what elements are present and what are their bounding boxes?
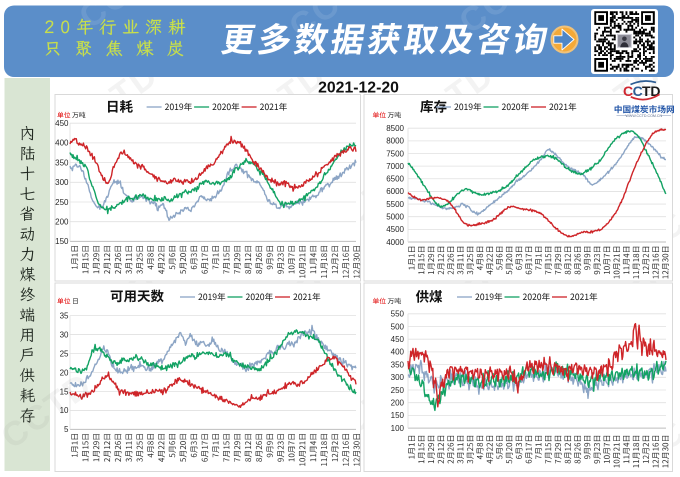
svg-text:WWW.CCTD.COM.CN: WWW.CCTD.COM.CN (626, 114, 663, 118)
svg-text:500: 500 (391, 322, 405, 331)
svg-text:450: 450 (391, 335, 405, 344)
svg-text:15: 15 (60, 387, 69, 396)
svg-text:200: 200 (55, 218, 69, 227)
svg-text:D: D (650, 83, 660, 99)
svg-text:5500: 5500 (386, 200, 404, 209)
svg-text:250: 250 (391, 386, 405, 395)
svg-text:350: 350 (391, 360, 405, 369)
svg-text:450: 450 (55, 119, 69, 128)
svg-text:6500: 6500 (386, 175, 404, 184)
svg-text:35: 35 (60, 311, 69, 320)
svg-text:T: T (642, 83, 651, 99)
svg-text:2021-12-20: 2021-12-20 (318, 79, 399, 96)
svg-text:100: 100 (391, 424, 405, 433)
svg-text:8500: 8500 (386, 124, 404, 133)
svg-text:150: 150 (391, 411, 405, 420)
svg-text:10: 10 (60, 406, 69, 415)
svg-text:400: 400 (55, 139, 69, 148)
svg-text:200: 200 (391, 399, 405, 408)
svg-text:20: 20 (60, 368, 69, 377)
svg-text:550: 550 (391, 310, 405, 319)
svg-text:5000: 5000 (386, 213, 404, 222)
svg-text:350: 350 (55, 158, 69, 167)
svg-text:250: 250 (55, 198, 69, 207)
svg-text:4500: 4500 (386, 225, 404, 234)
svg-text:C: C (633, 83, 643, 99)
svg-text:300: 300 (391, 373, 405, 382)
svg-text:400: 400 (391, 348, 405, 357)
svg-text:7500: 7500 (386, 149, 404, 158)
svg-text:6000: 6000 (386, 187, 404, 196)
svg-text:30: 30 (60, 330, 69, 339)
svg-text:8000: 8000 (386, 137, 404, 146)
svg-text:5: 5 (64, 425, 69, 434)
svg-text:25: 25 (60, 349, 69, 358)
svg-text:C: C (623, 83, 633, 99)
svg-text:7000: 7000 (386, 162, 404, 171)
svg-text:4000: 4000 (386, 238, 404, 247)
svg-text:300: 300 (55, 178, 69, 187)
svg-text:150: 150 (55, 237, 69, 246)
